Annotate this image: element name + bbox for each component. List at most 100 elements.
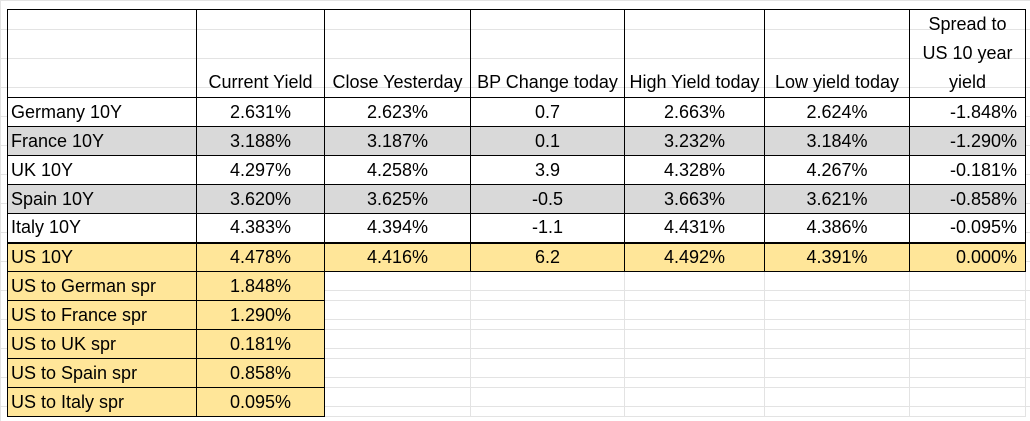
cell-high-yield[interactable]: 4.328%	[624, 155, 765, 185]
cell-bp-change[interactable]: 0.1	[470, 126, 625, 156]
cell-spread-name[interactable]: US to France spr	[7, 300, 197, 330]
header-row: Current Yield Close Yesterday BP Change …	[7, 9, 1026, 98]
empty-cell[interactable]	[909, 300, 1026, 330]
cell-spread-value[interactable]: 0.858%	[196, 358, 325, 388]
cell-spread-value[interactable]: 1.848%	[196, 271, 325, 301]
table-row-uk: UK 10Y 4.297% 4.258% 3.9 4.328% 4.267% -…	[7, 155, 1026, 185]
header-cell-current-yield[interactable]: Current Yield	[196, 9, 325, 98]
cell-spread-name[interactable]: US to UK spr	[7, 329, 197, 359]
cell-low-yield[interactable]: 4.391%	[764, 241, 910, 272]
empty-cell[interactable]	[624, 329, 765, 359]
cell-spread-name[interactable]: US to German spr	[7, 271, 197, 301]
cell-current-yield[interactable]: 2.631%	[196, 97, 325, 127]
cell-high-yield[interactable]: 4.492%	[624, 241, 765, 272]
cell-high-yield[interactable]: 3.232%	[624, 126, 765, 156]
empty-cell[interactable]	[470, 358, 625, 388]
cell-bp-change[interactable]: 0.7	[470, 97, 625, 127]
cell-spread[interactable]: -0.181%	[909, 155, 1026, 185]
empty-cell[interactable]	[909, 358, 1026, 388]
empty-cell[interactable]	[909, 387, 1026, 417]
table-row-us: US 10Y 4.478% 4.416% 6.2 4.492% 4.391% 0…	[7, 241, 1026, 272]
cell-close-yesterday[interactable]: 3.187%	[324, 126, 471, 156]
cell-low-yield[interactable]: 3.184%	[764, 126, 910, 156]
header-cell-low-yield[interactable]: Low yield today	[764, 9, 910, 98]
cell-high-yield[interactable]: 2.663%	[624, 97, 765, 127]
cell-spread-value[interactable]: 0.095%	[196, 387, 325, 417]
empty-cell[interactable]	[909, 271, 1026, 301]
cell-name[interactable]: Italy 10Y	[7, 213, 197, 243]
header-cell-bp-change[interactable]: BP Change today	[470, 9, 625, 98]
empty-cell[interactable]	[764, 271, 910, 301]
header-label: BP Change today	[477, 72, 618, 92]
header-label: Current Yield	[208, 72, 313, 92]
table-row-germany: Germany 10Y 2.631% 2.623% 0.7 2.663% 2.6…	[7, 97, 1026, 127]
header-cell-spread[interactable]: Spread to US 10 year yield	[909, 9, 1026, 98]
empty-cell[interactable]	[624, 271, 765, 301]
empty-cell[interactable]	[470, 271, 625, 301]
cell-spread-value[interactable]: 1.290%	[196, 300, 325, 330]
bond-yield-table: Current Yield Close Yesterday BP Change …	[7, 9, 1026, 417]
header-cell-high-yield[interactable]: High Yield today	[624, 9, 765, 98]
cell-current-yield[interactable]: 4.297%	[196, 155, 325, 185]
cell-bp-change[interactable]: 3.9	[470, 155, 625, 185]
empty-cell[interactable]	[764, 387, 910, 417]
empty-cell[interactable]	[764, 300, 910, 330]
empty-cell[interactable]	[324, 358, 471, 388]
cell-current-yield[interactable]: 3.620%	[196, 184, 325, 214]
header-label: Spread to US 10 year yield	[922, 14, 1013, 92]
cell-high-yield[interactable]: 3.663%	[624, 184, 765, 214]
empty-cell[interactable]	[470, 329, 625, 359]
empty-cell[interactable]	[909, 329, 1026, 359]
cell-spread-value[interactable]: 0.181%	[196, 329, 325, 359]
header-label: High Yield today	[629, 72, 760, 92]
cell-spread[interactable]: -1.848%	[909, 97, 1026, 127]
cell-bp-change[interactable]: 6.2	[470, 241, 625, 272]
empty-cell[interactable]	[624, 358, 765, 388]
cell-close-yesterday[interactable]: 4.394%	[324, 213, 471, 243]
header-cell-close-yesterday[interactable]: Close Yesterday	[324, 9, 471, 98]
cell-low-yield[interactable]: 4.267%	[764, 155, 910, 185]
empty-cell[interactable]	[324, 329, 471, 359]
cell-name[interactable]: UK 10Y	[7, 155, 197, 185]
cell-name[interactable]: US 10Y	[7, 241, 197, 272]
cell-low-yield[interactable]: 2.624%	[764, 97, 910, 127]
empty-cell[interactable]	[624, 300, 765, 330]
cell-spread[interactable]: 0.000%	[909, 241, 1026, 272]
cell-high-yield[interactable]: 4.431%	[624, 213, 765, 243]
cell-bp-change[interactable]: -0.5	[470, 184, 625, 214]
empty-cell[interactable]	[764, 358, 910, 388]
cell-low-yield[interactable]: 4.386%	[764, 213, 910, 243]
cell-spread[interactable]: -1.290%	[909, 126, 1026, 156]
cell-name[interactable]: France 10Y	[7, 126, 197, 156]
empty-cell[interactable]	[324, 300, 471, 330]
cell-spread-name[interactable]: US to Italy spr	[7, 387, 197, 417]
empty-cell[interactable]	[324, 387, 471, 417]
cell-name[interactable]: Germany 10Y	[7, 97, 197, 127]
empty-cell[interactable]	[324, 271, 471, 301]
spread-row-german: US to German spr 1.848%	[7, 271, 1026, 301]
empty-cell[interactable]	[624, 387, 765, 417]
cell-spread[interactable]: -0.095%	[909, 213, 1026, 243]
cell-close-yesterday[interactable]: 4.258%	[324, 155, 471, 185]
cell-spread-name[interactable]: US to Spain spr	[7, 358, 197, 388]
empty-cell[interactable]	[470, 300, 625, 330]
header-label: Close Yesterday	[332, 72, 463, 92]
header-label: Low yield today	[774, 72, 900, 92]
empty-cell[interactable]	[764, 329, 910, 359]
header-cell-corner[interactable]	[7, 9, 197, 98]
cell-current-yield[interactable]: 4.478%	[196, 241, 325, 272]
cell-close-yesterday[interactable]: 2.623%	[324, 97, 471, 127]
cell-low-yield[interactable]: 3.621%	[764, 184, 910, 214]
empty-cell[interactable]	[470, 387, 625, 417]
spread-row-italy: US to Italy spr 0.095%	[7, 387, 1026, 417]
cell-spread[interactable]: -0.858%	[909, 184, 1026, 214]
cell-close-yesterday[interactable]: 3.625%	[324, 184, 471, 214]
cell-current-yield[interactable]: 3.188%	[196, 126, 325, 156]
cell-bp-change[interactable]: -1.1	[470, 213, 625, 243]
cell-close-yesterday[interactable]: 4.416%	[324, 241, 471, 272]
spread-row-uk: US to UK spr 0.181%	[7, 329, 1026, 359]
spread-row-spain: US to Spain spr 0.858%	[7, 358, 1026, 388]
cell-current-yield[interactable]: 4.383%	[196, 213, 325, 243]
cell-name[interactable]: Spain 10Y	[7, 184, 197, 214]
spread-row-france: US to France spr 1.290%	[7, 300, 1026, 330]
